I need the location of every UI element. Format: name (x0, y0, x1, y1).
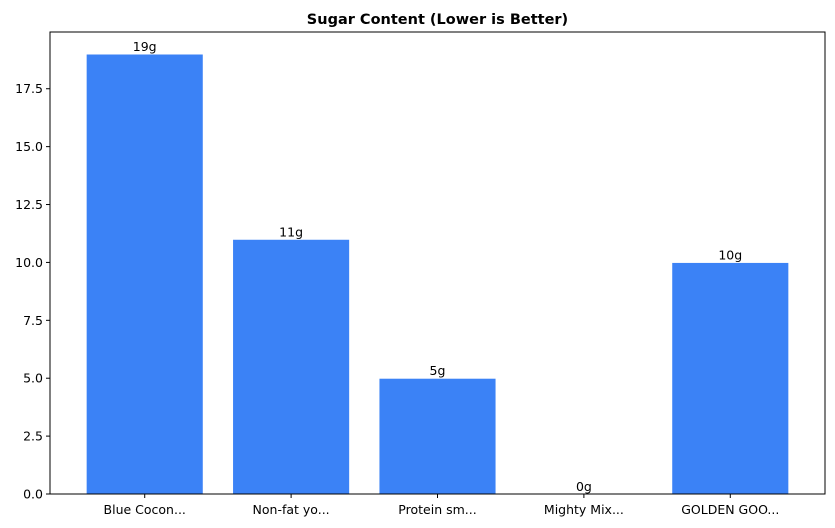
x-tick-label: Mighty Mix... (544, 502, 624, 517)
data-label: 19g (133, 39, 157, 54)
y-tick-label: 17.5 (15, 81, 43, 96)
bar (671, 261, 790, 495)
y-tick-label: 0.0 (23, 487, 43, 502)
y-tick-label: 5.0 (23, 371, 43, 386)
bar (232, 238, 351, 495)
x-tick-label: Non-fat yo... (253, 502, 330, 517)
x-tick-label: Protein sm... (398, 502, 476, 517)
chart-title: Sugar Content (Lower is Better) (307, 12, 568, 28)
y-tick-label: 12.5 (15, 197, 43, 212)
x-tick-label: Blue Cocon... (104, 502, 186, 517)
plot-frame (49, 31, 826, 495)
data-label: 5g (430, 363, 446, 378)
y-tick-label: 7.5 (23, 313, 43, 328)
bar (85, 53, 204, 495)
y-tick-label: 2.5 (23, 429, 43, 444)
data-label: 10g (718, 247, 742, 262)
data-label: 0g (576, 479, 592, 494)
y-tick-label: 15.0 (15, 139, 43, 154)
x-tick-label: GOLDEN GOO... (681, 502, 779, 517)
y-tick-label: 10.0 (15, 255, 43, 270)
bar (378, 377, 497, 495)
data-label: 11g (279, 224, 303, 239)
